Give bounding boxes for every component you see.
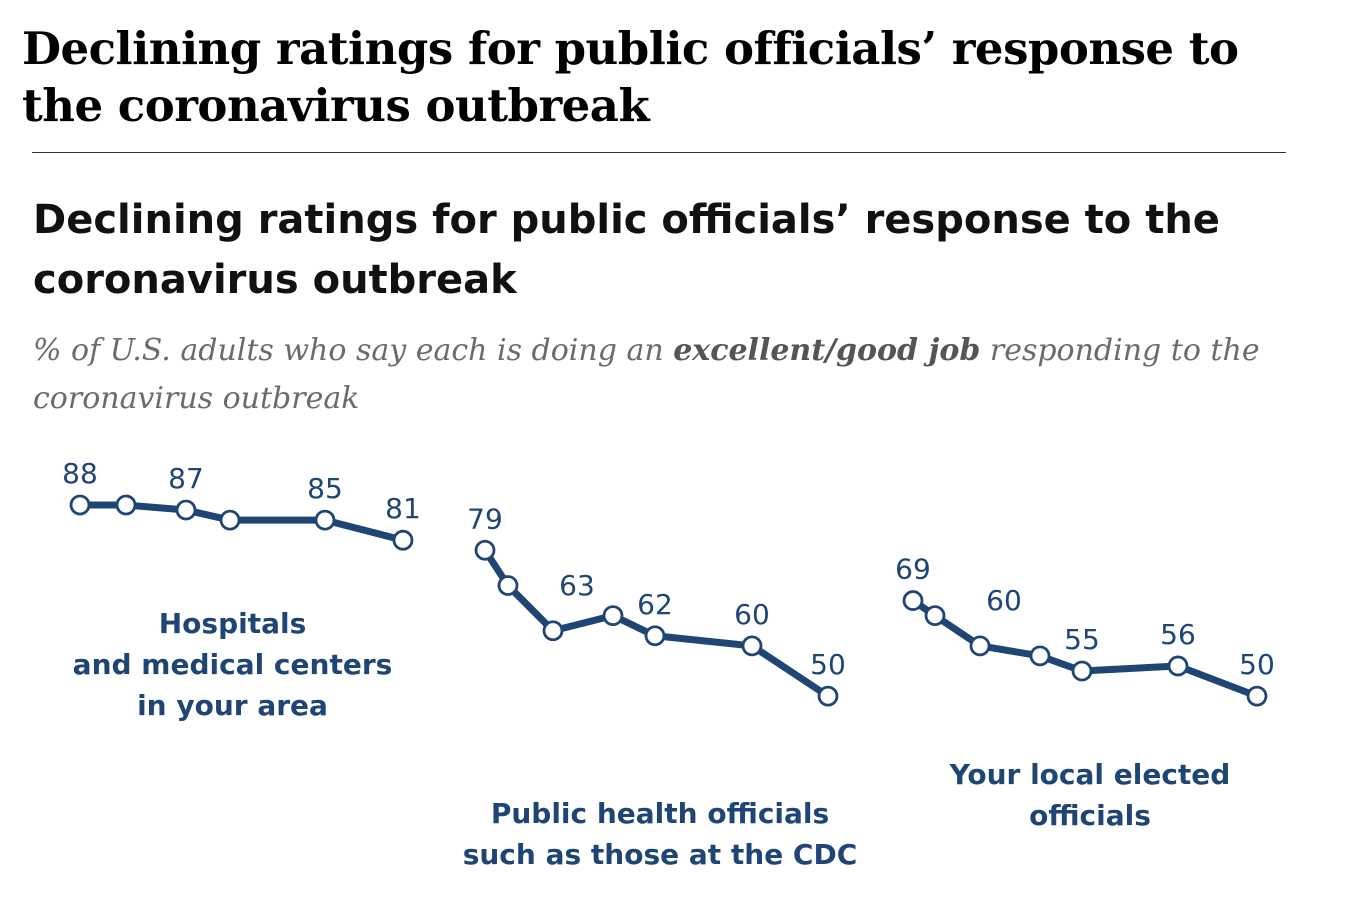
data-point — [902, 590, 924, 611]
title-divider — [32, 152, 1286, 153]
data-label: 55 — [1064, 623, 1100, 656]
data-point — [817, 685, 839, 707]
chart-subtitle: % of U.S. adults who say each is doing a… — [33, 327, 1293, 423]
data-label: 56 — [1160, 618, 1196, 651]
data-point — [542, 620, 564, 642]
data-label: 87 — [168, 462, 204, 495]
series-label-line: in your area — [137, 689, 328, 722]
subtitle-pre: % of U.S. adults who say each is doing a… — [33, 333, 674, 368]
data-point — [219, 509, 241, 531]
series-label-line: Your local elected — [949, 758, 1231, 791]
chart-title: Declining ratings for public officials’ … — [33, 197, 1220, 303]
data-label: 50 — [810, 648, 846, 681]
data-label: 81 — [385, 492, 421, 525]
series-line — [481, 546, 832, 700]
data-point — [314, 509, 336, 531]
series-label-line: Public health officials — [490, 797, 830, 830]
series-label-line: officials — [1029, 799, 1151, 832]
data-label: 88 — [62, 457, 98, 490]
data-label: 60 — [734, 598, 770, 631]
data-label: 50 — [1239, 648, 1275, 681]
data-point — [1167, 655, 1189, 677]
data-point — [969, 635, 991, 657]
data-label: 62 — [637, 588, 673, 621]
data-point — [175, 499, 197, 521]
series-label-line: Hospitals — [158, 607, 307, 640]
data-point — [741, 635, 763, 657]
data-label: 79 — [467, 502, 503, 535]
subtitle-post: responding to the coronavirus outbreak — [33, 333, 1260, 416]
data-label: 60 — [986, 584, 1022, 617]
data-point — [392, 529, 414, 551]
data-point — [474, 539, 496, 561]
data-point — [497, 575, 519, 596]
series-label-hospitals: Hospitals and medical centers in your ar… — [40, 603, 425, 726]
subtitle-emphasis: excellent/good job — [673, 333, 981, 368]
data-point — [1029, 645, 1051, 667]
data-point — [1246, 685, 1268, 707]
data-label: 69 — [895, 553, 931, 586]
page-title: Declining ratings for public officials’ … — [22, 22, 1239, 132]
series-label-local-officials: Your local elected officials — [930, 754, 1250, 836]
data-point — [924, 605, 946, 627]
data-point — [1071, 660, 1093, 682]
data-point — [602, 605, 624, 627]
series-label-line: such as those at the CDC — [462, 838, 858, 871]
series-label-line: and medical centers — [72, 648, 393, 681]
series-label-public-health: Public health officials such as those at… — [440, 793, 880, 875]
data-point — [644, 625, 666, 647]
data-point — [115, 494, 137, 516]
data-point — [69, 494, 91, 516]
data-label: 63 — [559, 569, 595, 602]
data-label: 85 — [307, 472, 343, 505]
